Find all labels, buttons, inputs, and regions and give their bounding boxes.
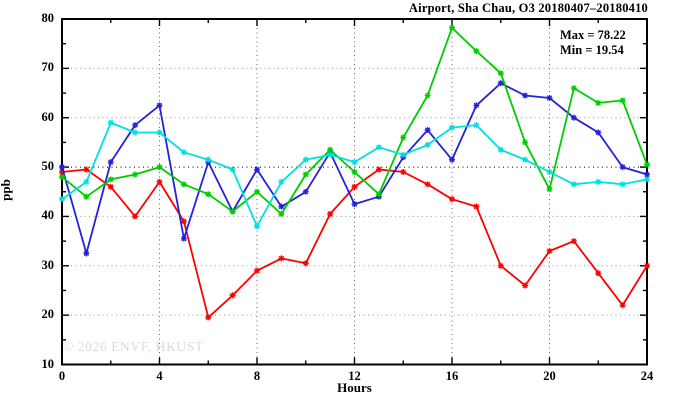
series-markers-day-4-cyan	[59, 119, 650, 230]
y-tick-label-50: 50	[41, 159, 55, 174]
y-tick-label-70: 70	[41, 60, 55, 75]
series-line-day-1-red	[61, 168, 648, 319]
x-tick-label-4: 4	[156, 369, 163, 383]
max-value-label: Max = 78.22	[560, 28, 626, 42]
watermark: © 2026 ENVF, HKUST	[63, 339, 204, 354]
y-tick-label-60: 60	[41, 109, 55, 124]
max-min-annotation: Max = 78.22 Min = 19.54	[560, 28, 626, 58]
x-axis-label: Hours	[337, 380, 372, 395]
y-tick-label-80: 80	[41, 11, 55, 25]
x-tick-label-20: 20	[543, 369, 556, 383]
y-tick-label-10: 10	[41, 356, 55, 371]
y-tick-label-40: 40	[41, 208, 55, 223]
min-value-label: Min = 19.54	[560, 43, 624, 57]
x-tick-label-0: 0	[58, 369, 66, 383]
x-tick-label-12: 12	[348, 369, 361, 383]
series-markers-day-3-green	[59, 24, 650, 217]
x-tick-label-8: 8	[253, 369, 261, 383]
plot-border	[61, 18, 648, 366]
x-tick-label-24: 24	[640, 369, 654, 383]
y-axis-label: ppb	[0, 179, 13, 201]
x-tick-label-16: 16	[445, 369, 459, 383]
chart-title: Airport, Sha Chau, O3 20180407–20180410	[408, 1, 648, 15]
series-markers-day-1-red	[59, 166, 650, 321]
y-tick-label-20: 20	[41, 307, 55, 322]
y-tick-label-30: 30	[41, 257, 55, 272]
